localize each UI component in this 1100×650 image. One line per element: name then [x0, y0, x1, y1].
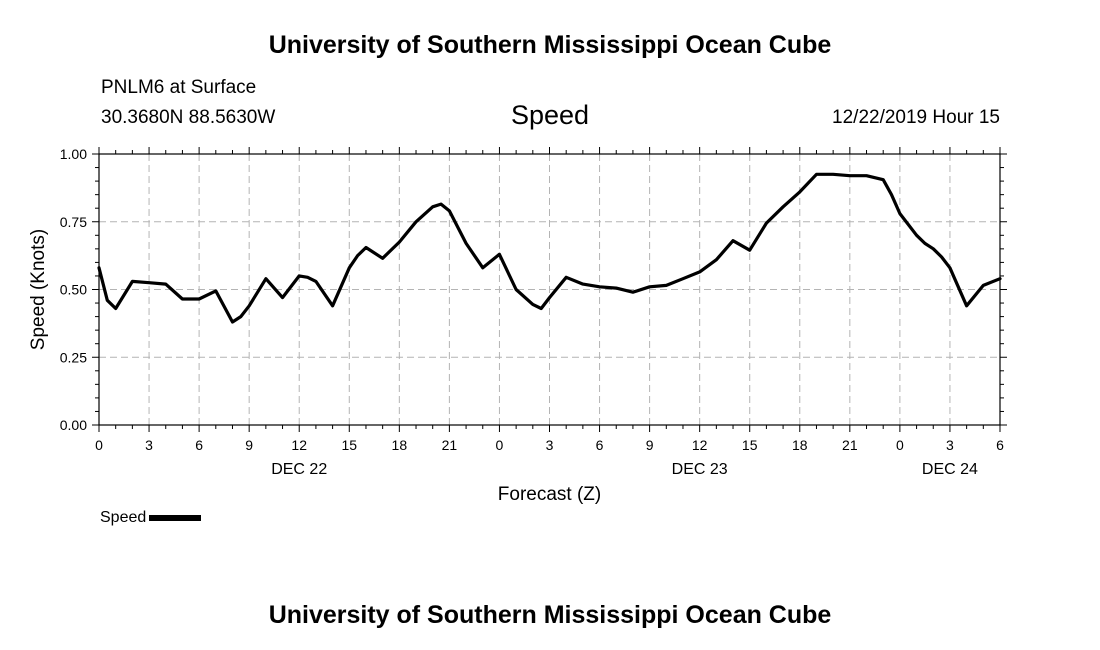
date-label: DEC 22 [271, 461, 327, 478]
x-tick-label: 15 [341, 437, 357, 453]
y-tick-label: 0.00 [60, 417, 87, 433]
x-tick-label: 6 [596, 437, 604, 453]
x-tick-label: 18 [392, 437, 408, 453]
legend: Speed [100, 509, 202, 527]
x-axis-label: Forecast (Z) [498, 484, 601, 505]
x-tick-label: 6 [195, 437, 203, 453]
x-tick-label: 0 [496, 437, 504, 453]
x-tick-label: 15 [742, 437, 758, 453]
speed-series-line [97, 172, 1002, 324]
chart-title-top: University of Southern Mississippi Ocean… [268, 31, 832, 59]
variable-title: Speed [510, 100, 590, 130]
datetime-label: 12/22/2019 Hour 15 [832, 107, 1000, 128]
y-tick-label: 1.00 [60, 146, 87, 162]
x-tick-label: 18 [792, 437, 808, 453]
x-tick-label: 3 [546, 437, 554, 453]
x-tick-label: 12 [692, 437, 708, 453]
x-tick-label: 0 [896, 437, 904, 453]
x-tick-label: 3 [946, 437, 954, 453]
date-label: DEC 23 [672, 461, 728, 478]
x-tick-label: 21 [442, 437, 458, 453]
legend-label: Speed [100, 509, 147, 526]
chart-title-bottom: University of Southern Mississippi Ocean… [268, 601, 832, 629]
x-tick-label: 6 [996, 437, 1004, 453]
y-tick-label: 0.25 [60, 349, 87, 365]
y-axis-label: Speed (Knots) [28, 229, 49, 350]
station-label: PNLM6 at Surface [101, 77, 257, 98]
x-tick-label: 9 [646, 437, 654, 453]
y-tick-label: 0.75 [60, 214, 87, 230]
x-tick-label: 21 [842, 437, 858, 453]
legend-line-swatch [149, 515, 202, 521]
date-label: DEC 24 [922, 461, 978, 478]
x-tick-label: 3 [145, 437, 153, 453]
x-tick-label: 12 [291, 437, 307, 453]
y-tick-label: 0.50 [60, 282, 87, 298]
x-tick-label: 0 [95, 437, 103, 453]
coordinates-label: 30.3680N 88.5630W [101, 107, 276, 128]
x-tick-label: 9 [245, 437, 253, 453]
